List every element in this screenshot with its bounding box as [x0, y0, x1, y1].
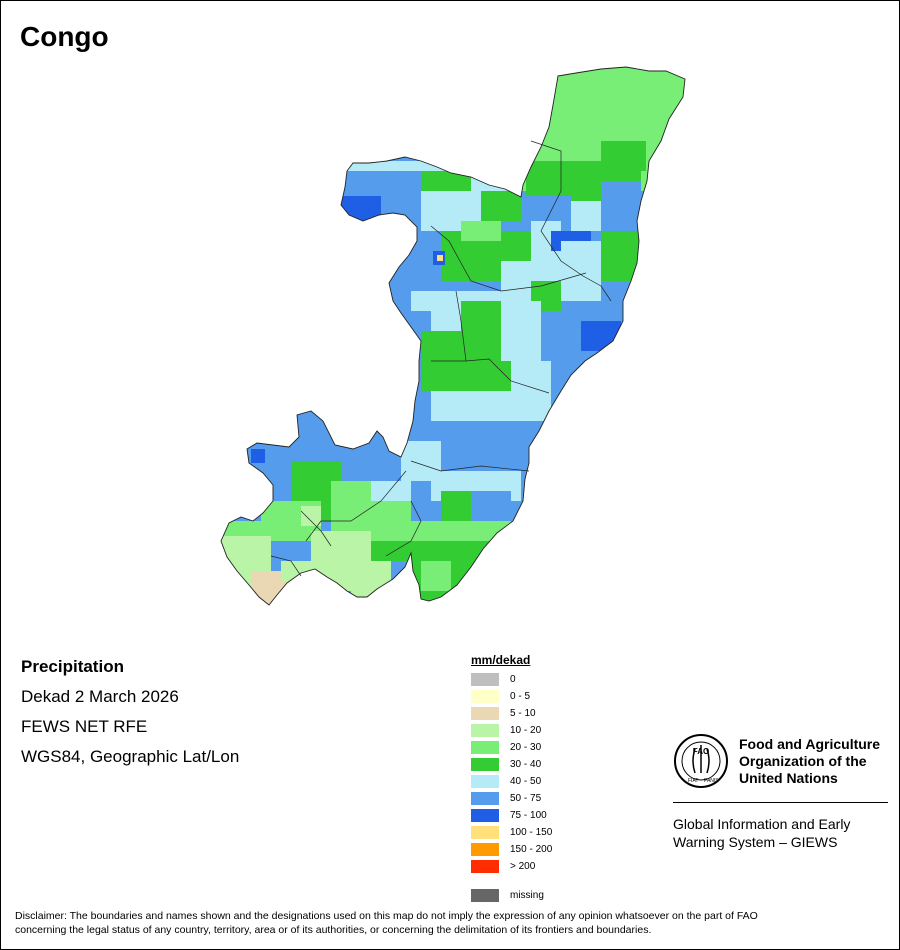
legend-label: > 200	[510, 861, 536, 872]
legend-swatch	[471, 775, 499, 788]
map-title: Congo	[20, 21, 109, 52]
legend-swatch	[471, 860, 499, 873]
legend-swatch	[471, 843, 499, 856]
legend-swatch	[471, 826, 499, 839]
legend-label: 0 - 5	[510, 691, 531, 702]
legend-swatch	[471, 707, 499, 720]
legend-title: mm/dekad	[471, 653, 531, 667]
legend-swatch	[471, 758, 499, 771]
fao-logo-motto-left: FIAT	[688, 778, 698, 784]
legend-label: 50 - 75	[510, 793, 542, 804]
legend-label: 40 - 50	[510, 776, 542, 787]
fao-logo-letters: FAO	[693, 747, 709, 756]
giews-line1: Global Information and Early	[673, 816, 851, 832]
map-info: Precipitation Dekad 2 March 2026 FEWS NE…	[21, 657, 361, 777]
legend-label: 0	[510, 674, 516, 685]
legend-label: 5 - 10	[510, 708, 536, 719]
legend-swatch	[471, 809, 499, 822]
fao-branding: FAO FIAT PANIS Food and Agriculture Orga…	[673, 731, 893, 861]
disclaimer-line2: concerning the legal status of any count…	[15, 924, 652, 936]
legend-swatch	[471, 724, 499, 737]
legend-label: 10 - 20	[510, 725, 542, 736]
legend-label: 150 - 200	[510, 844, 553, 855]
fao-divider	[673, 802, 888, 803]
projection-label: WGS84, Geographic Lat/Lon	[21, 747, 240, 766]
disclaimer: Disclaimer: The boundaries and names sho…	[15, 909, 891, 937]
giews-name: Global Information and Early Warning Sys…	[673, 815, 888, 851]
legend-label-missing: missing	[510, 890, 544, 901]
legend-label: 75 - 100	[510, 810, 547, 821]
fao-logo-motto-right: PANIS	[704, 778, 719, 784]
legend: mm/dekad 0 0 - 5 5 - 10 10 - 20 20 - 30 30 - …	[471, 653, 651, 902]
source-label: FEWS NET RFE	[21, 717, 148, 736]
precipitation-map	[1, 1, 899, 641]
legend-swatch	[471, 673, 499, 686]
legend-swatch	[471, 690, 499, 703]
giews-line2: Warning System – GIEWS	[673, 834, 838, 850]
department-boundaries	[270, 140, 612, 577]
precip-raster	[221, 67, 685, 605]
disclaimer-line1: Disclaimer: The boundaries and names sho…	[15, 910, 758, 922]
fao-logo-icon: FAO FIAT PANIS	[674, 734, 728, 788]
legend-label: 100 - 150	[510, 827, 553, 838]
fao-name-line2: Organization of the	[739, 753, 867, 769]
fao-name-line3: United Nations	[739, 770, 838, 786]
fao-org-name: Food and Agriculture Organization of the…	[739, 736, 899, 787]
legend-label: 20 - 30	[510, 742, 542, 753]
fao-name-line1: Food and Agriculture	[739, 736, 881, 752]
period-label: Dekad 2 March 2026	[21, 687, 179, 706]
legend-swatch	[471, 741, 499, 754]
map-svg	[220, 66, 686, 606]
variable-label: Precipitation	[21, 657, 124, 676]
legend-swatch	[471, 792, 499, 805]
legend-swatch-missing	[471, 889, 499, 902]
legend-label: 30 - 40	[510, 759, 542, 770]
